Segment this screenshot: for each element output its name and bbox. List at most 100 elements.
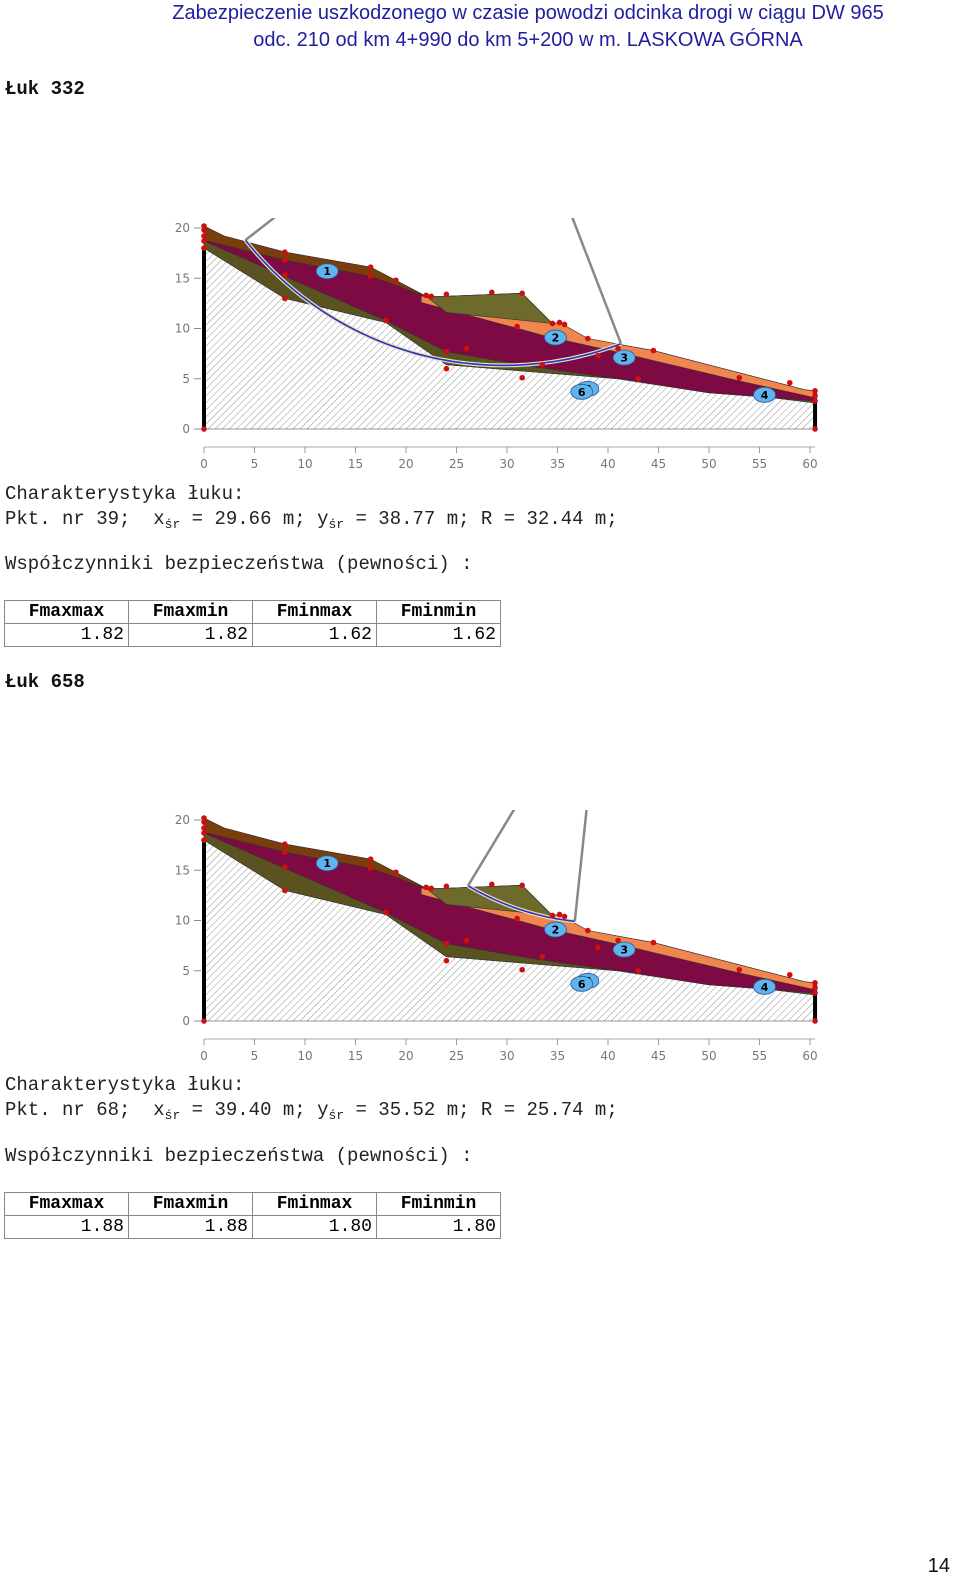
layer-label-bubble (753, 386, 776, 403)
node-point (812, 426, 818, 432)
node-point (393, 277, 399, 284)
y-tick-label: 10 (175, 914, 190, 928)
node-point (650, 939, 657, 946)
node-point (615, 937, 621, 944)
cross-section-diagram: 05101520051015202530354045505560123456 (150, 796, 820, 1067)
xs-value: = 29.66 m; (180, 508, 306, 530)
node-point (812, 980, 818, 986)
node-point (443, 940, 450, 947)
safety-factors-table: Fmaxmax Fmaxmin Fminmax Fminmin 1.88 1.8… (4, 1192, 501, 1239)
node-point (539, 361, 546, 368)
node-point (282, 249, 288, 255)
node-point (282, 841, 288, 847)
node-point (282, 887, 288, 894)
x-tick-label: 55 (752, 1049, 767, 1062)
node-point (595, 352, 601, 359)
node-point (201, 227, 207, 233)
pkt-label: Pkt. nr 68; (5, 1099, 131, 1121)
node-point (787, 379, 793, 386)
node-point (549, 912, 556, 919)
node-point (556, 911, 563, 918)
node-point (812, 398, 818, 404)
x-tick-label: 30 (499, 457, 514, 470)
x-tick-label: 5 (251, 1049, 259, 1062)
table-header-row: Fmaxmax Fmaxmin Fminmax Fminmin (4, 600, 501, 624)
x-tick-label: 25 (449, 1049, 464, 1062)
x-tick-label: 50 (701, 457, 716, 470)
x-tick-label: 15 (348, 1049, 363, 1062)
node-point (201, 238, 207, 244)
node-point (463, 937, 470, 944)
layer-label-bubble (315, 855, 339, 872)
xs-sub: śr (164, 517, 181, 532)
node-point (201, 819, 207, 825)
node-point (423, 292, 430, 299)
x-tick-label: 45 (651, 1049, 666, 1062)
node-point (736, 374, 743, 381)
x-tick-label: 10 (297, 457, 312, 470)
layer-label: 2 (552, 332, 560, 345)
node-point (736, 966, 743, 973)
x-tick-label: 10 (297, 1049, 312, 1062)
node-point (812, 388, 818, 394)
x-tick-label: 15 (348, 457, 363, 470)
node-point (650, 347, 657, 354)
node-point (463, 345, 470, 352)
header-cell: Fmaxmax (4, 1192, 129, 1216)
x-tick-label: 0 (200, 457, 208, 470)
node-point (635, 967, 642, 974)
layer-label: 4 (761, 389, 769, 402)
node-point (282, 864, 288, 871)
layer-label-bubble (315, 263, 339, 280)
pkt-label: Pkt. nr 39; (5, 508, 131, 530)
x-tick-label: 30 (499, 1049, 514, 1062)
header-line-2: odc. 210 od km 4+990 do km 5+200 w m. LA… (253, 29, 803, 51)
y-tick-label: 0 (182, 422, 190, 436)
node-point (519, 882, 525, 889)
x-tick-label: 55 (752, 457, 767, 470)
node-point (561, 913, 568, 920)
xs-value: = 39.40 m; (180, 1099, 306, 1121)
node-point (443, 365, 450, 372)
node-point (595, 944, 601, 951)
layer-label: 1 (323, 265, 331, 278)
node-point (201, 426, 207, 432)
header-cell: Fminmax (252, 1192, 377, 1216)
table-row: 1.82 1.82 1.62 1.62 (4, 623, 501, 647)
y-tick-label: 5 (182, 372, 190, 386)
x-tick-label: 50 (701, 1049, 716, 1062)
y-tick-label: 10 (175, 322, 190, 336)
value-cell: 1.88 (128, 1215, 253, 1239)
node-point (201, 837, 207, 843)
layer-label-bubble (544, 921, 567, 938)
radius-line (466, 797, 523, 887)
value-cell: 1.88 (4, 1215, 129, 1239)
layer-label-bubble (753, 978, 776, 995)
node-point (812, 990, 818, 996)
xs-label: x (153, 1099, 165, 1121)
x-tick-label: 60 (802, 1049, 817, 1062)
node-point (539, 953, 546, 960)
page-number: 14 (927, 1555, 950, 1577)
layer-label: 2 (552, 924, 560, 937)
xs-sub: śr (164, 1108, 181, 1123)
header-cell: Fminmin (376, 1192, 501, 1216)
node-point (423, 884, 430, 891)
node-point (489, 881, 495, 888)
node-point (556, 319, 563, 326)
node-point (812, 985, 818, 991)
header-line-1: Zabezpieczenie uszkodzonego w czasie pow… (172, 2, 884, 24)
node-point (201, 223, 207, 229)
radius-line (244, 159, 349, 242)
layer-label: 1 (323, 857, 331, 870)
y-tick-label: 15 (175, 863, 190, 877)
node-point (282, 257, 288, 263)
header-cell: Fminmax (252, 600, 377, 624)
node-point (489, 289, 495, 296)
arc-heading: Łuk 332 (5, 78, 85, 100)
node-point (443, 883, 450, 890)
ys-label: y (317, 1099, 329, 1121)
node-point (428, 293, 435, 300)
node-point (367, 264, 374, 270)
node-point (383, 909, 389, 916)
